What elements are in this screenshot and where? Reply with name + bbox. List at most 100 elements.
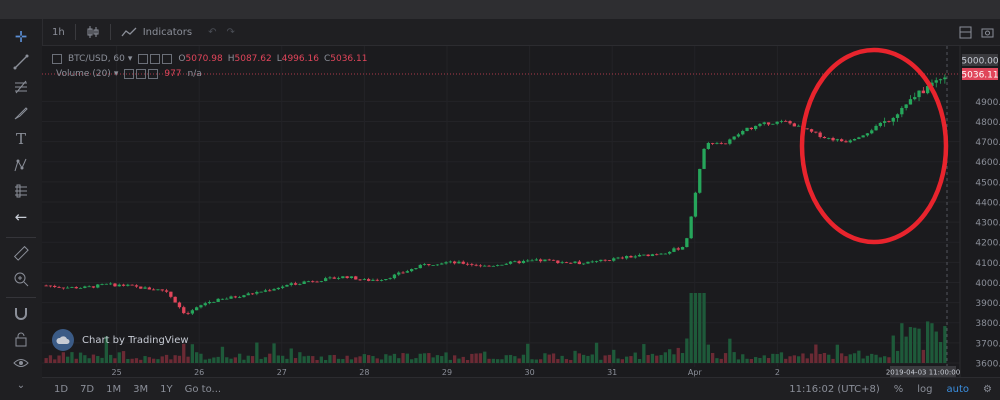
visibility-tool[interactable] xyxy=(11,353,31,373)
candle-body xyxy=(483,265,487,267)
volume-bar xyxy=(186,356,190,363)
candle-body xyxy=(508,261,513,264)
chevron-down-icon[interactable]: ▾ xyxy=(127,54,133,64)
clock[interactable]: 11:16:02 (UTC+8) xyxy=(789,384,880,395)
goto-button[interactable]: Go to... xyxy=(184,384,222,395)
crosshair-tool[interactable]: ✛ xyxy=(11,27,31,47)
volume-bar xyxy=(311,356,315,363)
candle-style-button[interactable] xyxy=(86,25,100,39)
range-3m[interactable]: 3M xyxy=(133,384,149,395)
snapshot-button[interactable] xyxy=(981,26,994,39)
candle-body xyxy=(336,278,341,279)
prediction-tool[interactable] xyxy=(11,181,31,201)
indicators-button[interactable]: Indicators xyxy=(121,26,192,38)
volume-bar xyxy=(831,358,835,363)
volume-bar xyxy=(513,356,517,363)
fib-tool[interactable] xyxy=(11,77,31,97)
volume-bar xyxy=(732,352,736,363)
candle-body xyxy=(629,256,633,258)
candle-body xyxy=(401,272,405,274)
volume-bar xyxy=(83,355,87,363)
collapse-tool[interactable]: ⌄ xyxy=(11,375,31,395)
candle-body xyxy=(517,261,521,264)
auto-toggle[interactable]: auto xyxy=(946,384,970,395)
volume-bar xyxy=(405,353,409,363)
back-tool[interactable]: ← xyxy=(11,207,31,227)
volume-bar xyxy=(354,357,358,363)
symbol-label[interactable]: BTC/USD, 60 xyxy=(68,54,125,64)
range-1d[interactable]: 1D xyxy=(54,384,69,395)
candle-body xyxy=(319,281,323,282)
volume-bar xyxy=(324,359,328,363)
volume-bar xyxy=(465,359,470,363)
candle-body xyxy=(306,281,311,283)
text-tool[interactable]: T xyxy=(11,129,31,149)
volume-bar xyxy=(268,353,272,363)
volume-bar xyxy=(448,359,452,363)
close-box-icon[interactable] xyxy=(162,54,173,64)
candle-body xyxy=(225,298,229,300)
candle-body xyxy=(754,125,758,130)
volume-bar xyxy=(418,353,422,363)
candle-body xyxy=(625,256,629,259)
volume-bar xyxy=(199,353,203,363)
candle-body xyxy=(728,139,732,144)
percent-toggle[interactable]: % xyxy=(893,384,904,395)
candle-body xyxy=(143,287,147,289)
bottom-bar: 1D 7D 1M 3M 1Y Go to... 11:16:02 (UTC+8)… xyxy=(42,377,1000,400)
hide-box-icon[interactable] xyxy=(136,69,147,79)
settings-box-icon[interactable] xyxy=(138,54,149,64)
redo-button[interactable]: ↷ xyxy=(227,27,235,38)
candle-body xyxy=(177,302,182,308)
settings-box-icon[interactable] xyxy=(124,69,135,79)
lock-tool[interactable] xyxy=(11,329,31,349)
volume-label[interactable]: Volume (20) xyxy=(56,69,111,79)
price-tick-label: 3900.00 xyxy=(975,299,1000,309)
ruler-tool[interactable] xyxy=(11,243,31,263)
magnet-tool[interactable] xyxy=(11,303,31,323)
candle-body xyxy=(844,141,848,143)
candle-body xyxy=(736,134,741,137)
time-tick-label: Apr xyxy=(688,368,703,377)
candle-body xyxy=(874,125,878,131)
volume-bar xyxy=(908,327,913,363)
candle-body xyxy=(934,80,938,83)
range-1y[interactable]: 1Y xyxy=(160,384,173,395)
candle-body xyxy=(938,79,943,81)
candle-body xyxy=(457,261,461,264)
collapse-icon[interactable] xyxy=(52,54,62,64)
close-box-icon[interactable] xyxy=(148,69,159,79)
fullscreen-button[interactable] xyxy=(959,26,972,39)
brush-tool[interactable] xyxy=(11,103,31,123)
gear-icon[interactable]: ⚙ xyxy=(983,384,992,395)
candle-body xyxy=(908,99,913,105)
range-7d[interactable]: 7D xyxy=(80,384,95,395)
volume-bar xyxy=(57,355,61,363)
range-1m[interactable]: 1M xyxy=(106,384,122,395)
undo-button[interactable]: ↶ xyxy=(208,27,216,38)
chevron-down-icon[interactable]: ▾ xyxy=(113,69,119,79)
fibonacci-icon xyxy=(15,80,27,94)
volume-bar xyxy=(74,358,78,363)
price-chart[interactable]: 4900.00 4800.00 4700.00 4600.00 4500.00 4400.… xyxy=(42,46,1000,377)
volume-bar xyxy=(698,293,702,363)
log-toggle[interactable]: log xyxy=(917,384,933,395)
zoom-tool[interactable] xyxy=(11,269,31,289)
hide-box-icon[interactable] xyxy=(150,54,161,64)
candle-body xyxy=(926,86,930,94)
candle-body xyxy=(358,279,362,281)
pattern-icon xyxy=(14,158,27,172)
tradingview-watermark[interactable]: Chart by TradingView xyxy=(52,329,189,351)
volume-bar xyxy=(646,355,650,363)
volume-bar xyxy=(736,359,741,363)
interval-button[interactable]: 1h xyxy=(52,27,65,38)
candle-body xyxy=(276,287,280,290)
volume-bar xyxy=(762,355,766,363)
volume-bar xyxy=(371,356,375,363)
candle-body xyxy=(745,127,749,132)
candle-body xyxy=(57,286,61,288)
trendline-tool[interactable] xyxy=(11,52,31,72)
candle-body xyxy=(121,284,126,286)
volume-bar xyxy=(401,353,405,363)
pattern-tool[interactable] xyxy=(11,155,31,175)
